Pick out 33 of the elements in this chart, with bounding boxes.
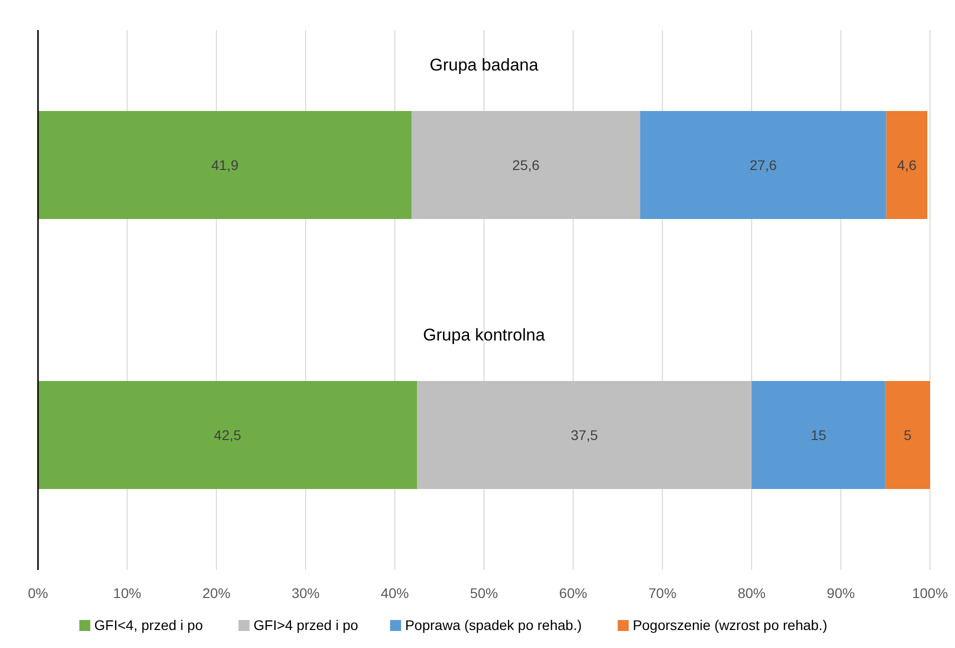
data-label: 27,6	[750, 157, 778, 173]
legend-label: GFI<4, przed i po	[94, 617, 204, 633]
bar	[640, 111, 886, 219]
x-tick-label: 90%	[826, 585, 855, 601]
data-label: 25,6	[512, 157, 540, 173]
data-label: 37,5	[570, 427, 598, 443]
x-tick-label: 30%	[292, 585, 320, 601]
x-tick-label: 70%	[648, 585, 676, 601]
legend-label: Pogorszenie (wzrost po rehab.)	[632, 617, 828, 633]
bar	[412, 111, 640, 219]
legend-label: Poprawa (spadek po rehab.)	[405, 617, 582, 633]
legend-label: GFI>4 przed i po	[254, 617, 358, 633]
bar	[752, 381, 886, 489]
data-label: 4,6	[897, 157, 917, 173]
data-label: 15	[810, 427, 826, 443]
bar	[38, 381, 418, 489]
y-tick-label: Grupa badana	[430, 56, 539, 74]
bar	[886, 111, 928, 219]
x-tick-label: 50%	[470, 585, 498, 601]
bar	[885, 381, 930, 489]
bar	[38, 111, 412, 219]
bar	[417, 381, 752, 489]
x-tick-label: 40%	[380, 585, 409, 601]
x-tick-label: 100%	[912, 585, 948, 601]
x-tick-label: 80%	[738, 585, 766, 601]
data-label: 41,9	[211, 157, 239, 173]
x-tick-label: 10%	[113, 585, 142, 601]
data-label: 42,5	[214, 427, 242, 443]
data-label: 5	[904, 427, 912, 443]
x-tick-label: 60%	[559, 585, 588, 601]
x-tick-label: 20%	[202, 585, 230, 601]
y-tick-label: Grupa kontrolna	[423, 326, 546, 344]
x-tick-label: 0%	[28, 585, 48, 601]
